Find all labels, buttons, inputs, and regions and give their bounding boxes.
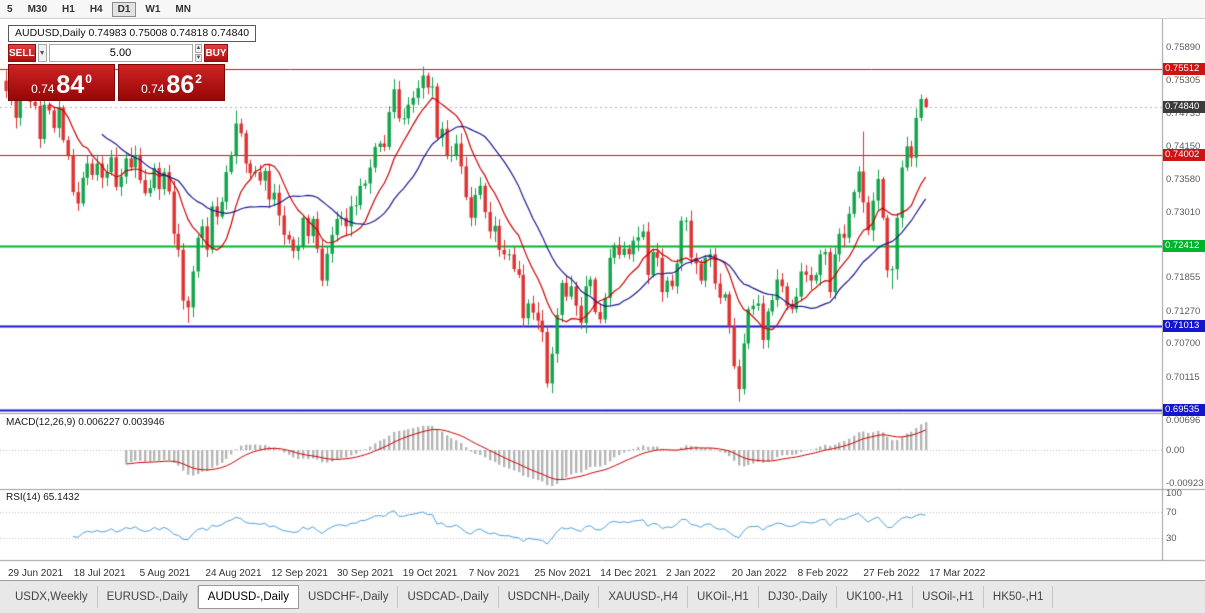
- tab-usdcnh-daily[interactable]: USDCNH-,Daily: [499, 586, 600, 608]
- timeframe-button-h4[interactable]: H4: [89, 3, 103, 15]
- sell-price-sup: 0: [85, 72, 92, 86]
- rsi-indicator-label: RSI(14) 65.1432: [6, 492, 80, 503]
- timeframe-button-w1[interactable]: W1: [145, 3, 161, 15]
- chart-title: AUDUSD,Daily 0.74983 0.75008 0.74818 0.7…: [8, 25, 257, 42]
- tab-uk100-h1[interactable]: UK100-,H1: [837, 586, 914, 608]
- volume-input[interactable]: [48, 44, 193, 62]
- volume-spinner: ▲ ▼: [194, 44, 203, 62]
- buy-button[interactable]: BUY: [204, 44, 228, 62]
- buy-price-prefix: 0.74: [141, 82, 165, 96]
- tab-usdx-weekly[interactable]: USDX,Weekly: [6, 586, 98, 608]
- timeframe-toolbar: 5 M30 H1 H4 D1 W1 MN: [0, 0, 1205, 19]
- chart-canvas[interactable]: [0, 19, 1205, 580]
- buy-price-sup: 2: [195, 72, 202, 86]
- chart-area: 0.75890 0.75305 0.74735 0.74150 0.73580 0.730…: [0, 19, 1205, 580]
- buy-price-display[interactable]: 0.74 86 2: [118, 64, 225, 101]
- tab-dj30-daily[interactable]: DJ30-,Daily: [759, 586, 838, 608]
- sell-price-prefix: 0.74: [31, 82, 55, 96]
- tab-hk50-h1[interactable]: HK50-,H1: [984, 586, 1054, 608]
- timeframe-button-d1[interactable]: D1: [111, 1, 137, 17]
- buy-price-big: 86: [166, 71, 195, 99]
- volume-up-button[interactable]: ▲: [194, 44, 203, 53]
- tab-usdcad-daily[interactable]: USDCAD-,Daily: [398, 586, 499, 608]
- timeframe-button-5[interactable]: 5: [7, 3, 13, 15]
- volume-dropdown-button[interactable]: ▼: [37, 44, 47, 62]
- tab-eurusd-daily[interactable]: EURUSD-,Daily: [98, 586, 198, 608]
- timeframe-button-m30[interactable]: M30: [27, 3, 48, 15]
- chart-tabs-bar: USDX,Weekly EURUSD-,Daily AUDUSD-,Daily USD…: [0, 580, 1205, 613]
- tab-audusd-daily[interactable]: AUDUSD-,Daily: [197, 585, 299, 609]
- sell-button[interactable]: SELL: [8, 44, 36, 62]
- tab-usoil-h1[interactable]: USOil-,H1: [913, 586, 984, 608]
- macd-indicator-label: MACD(12,26,9) 0.006227 0.003946: [6, 417, 165, 428]
- volume-down-button[interactable]: ▼: [194, 53, 203, 62]
- tab-xauusd-h4[interactable]: XAUUSD-,H4: [599, 586, 689, 608]
- sell-price-big: 84: [56, 71, 85, 99]
- tab-ukoil-h1[interactable]: UKOil-,H1: [688, 586, 759, 608]
- sell-price-display[interactable]: 0.74 84 0: [8, 64, 115, 101]
- timeframe-button-mn[interactable]: MN: [175, 3, 191, 15]
- tab-usdchf-daily[interactable]: USDCHF-,Daily: [299, 586, 399, 608]
- timeframe-button-h1[interactable]: H1: [62, 3, 75, 15]
